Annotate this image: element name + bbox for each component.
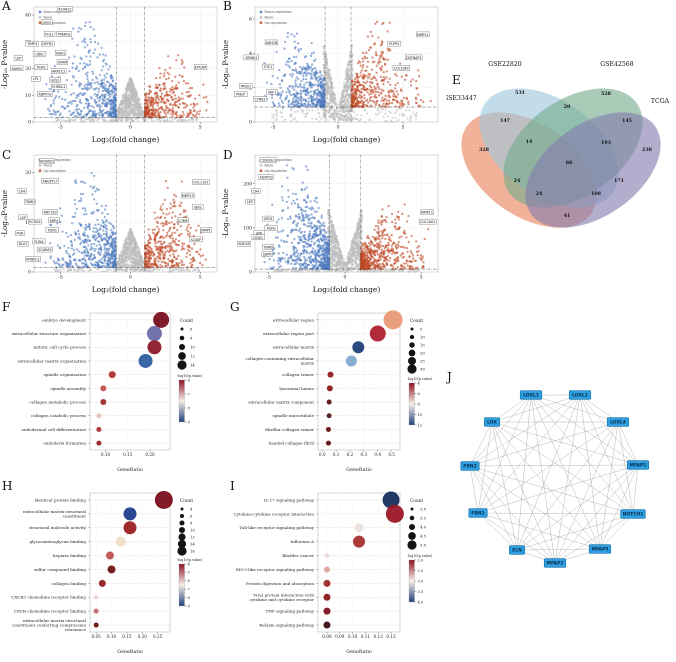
svg-text:ADIPOQ: ADIPOQ: [39, 93, 52, 97]
venn-diagram-panel-e: GSE22820 GSE42568 GSE33447 TCGA 531 528 20 147 1…: [446, 58, 676, 308]
svg-text:ADH1B: ADH1B: [266, 41, 278, 45]
svg-text:6: 6: [249, 17, 252, 23]
panel-letter-a: A: [2, 0, 11, 13]
svg-text:WIF1: WIF1: [268, 90, 276, 94]
dotplot-panel-i: 0.08 0.09 0.10 0.11 0.12 0.13 GeneRatio IL-17 s…: [228, 480, 458, 662]
svg-text:Up-regulation: Up-regulation: [44, 21, 66, 25]
svg-text:EPCAM: EPCAM: [195, 66, 207, 70]
svg-text:STC1: STC1: [264, 65, 272, 69]
svg-text:Log₂(fold change): Log₂(fold change): [313, 135, 381, 144]
svg-text:LEP: LEP: [15, 56, 21, 60]
svg-text:CTRB1: CTRB1: [255, 97, 266, 101]
svg-text:PLPP4: PLPP4: [389, 42, 399, 46]
svg-text:-Log₁₀ P-value: -Log₁₀ P-value: [1, 40, 9, 89]
svg-text:0: 0: [337, 125, 340, 131]
svg-text:CHRDL1: CHRDL1: [52, 85, 66, 89]
panel-letter-i: I: [230, 479, 235, 493]
svg-text:5: 5: [199, 125, 202, 131]
svg-text:0: 0: [129, 125, 132, 131]
svg-text:GPAM: GPAM: [58, 61, 68, 65]
svg-text:LPL: LPL: [33, 77, 39, 81]
dotplot-panel-f: 0.10 0.15 0.20 GeneRatio embryo development e…: [0, 300, 228, 480]
svg-text:Down-regulation: Down-regulation: [44, 10, 71, 14]
svg-text:G0S2: G0S2: [51, 78, 60, 82]
svg-text:AKR1C2: AKR1C2: [52, 70, 65, 74]
dotplot-panel-h: 0.05 0.10 0.15 0.20 0.25 GeneRatio identical p…: [0, 480, 228, 662]
panel-letter-c: C: [2, 148, 12, 162]
svg-text:-5: -5: [271, 125, 276, 131]
svg-text:10: 10: [25, 93, 31, 99]
svg-text:20: 20: [25, 66, 31, 72]
svg-text:-Log₁₀ P-value: -Log₁₀ P-value: [222, 40, 230, 89]
svg-text:CIDEC: CIDEC: [34, 52, 45, 56]
svg-text:DEFB1: DEFB1: [42, 42, 53, 46]
svg-text:PNLIP: PNLIP: [236, 93, 245, 97]
svg-text:Log₂(fold change): Log₂(fold change): [92, 135, 160, 144]
volcano-panel-c: 0 10 20 -5 0 5 Log₂(fold change) -Log₁₀P-value D…: [0, 148, 225, 298]
svg-text:COL10A1: COL10A1: [394, 66, 409, 70]
svg-text:TRARG1: TRARG1: [57, 32, 71, 36]
svg-text:4: 4: [249, 51, 252, 57]
svg-text:ACVR1C: ACVR1C: [58, 8, 72, 12]
svg-text:PRSS1: PRSS1: [241, 85, 252, 89]
panel-letter-e: E: [452, 73, 461, 87]
svg-text:CNTNAP2: CNTNAP2: [406, 56, 422, 60]
dotplot-panel-g: 0.0 0.1 0.2 0.3 0.4 0.5 GeneRatio extracellular…: [228, 300, 458, 480]
svg-text:0: 0: [28, 120, 31, 126]
svg-text:SPINK1: SPINK1: [245, 56, 257, 60]
enrichment-dotplot-G: 0.0 0.1 0.2 0.3 0.4 0.5GeneRatioextracellular…: [245, 310, 433, 473]
panel-letter-d: D: [223, 148, 233, 162]
svg-text:GPX3: GPX3: [42, 21, 51, 25]
panel-letter-h: H: [2, 479, 13, 493]
svg-text:Up-regulation: Up-regulation: [265, 21, 287, 25]
panel-letter-g: G: [230, 300, 240, 314]
svg-text:FHL1: FHL1: [45, 32, 53, 36]
svg-text:0: 0: [249, 120, 252, 126]
panel-letter-j: J: [447, 370, 452, 384]
panel-letter-b: B: [223, 0, 232, 13]
svg-text:MMP11: MMP11: [417, 33, 429, 37]
svg-text:PLIN1: PLIN1: [37, 66, 46, 70]
panel-letter-f: F: [2, 300, 11, 314]
svg-text:5: 5: [401, 125, 404, 131]
svg-text:40: 40: [25, 13, 31, 19]
svg-text:Down-regulation: Down-regulation: [265, 10, 292, 14]
volcano-panel-d: 0 100 200 -5 0 5 Log₂(fold change) -Log₁₀ P-val…: [221, 148, 446, 298]
svg-text:FABP4: FABP4: [12, 67, 22, 71]
svg-text:None: None: [44, 16, 53, 20]
svg-text:-5: -5: [58, 125, 63, 131]
svg-text:TIMP4: TIMP4: [26, 42, 37, 46]
ppi-network-panel-j: LOXL1 LOXL2 LOX LOXL4 FBN2 MFAP1 FBN1 NOTCH1 ELN…: [446, 370, 676, 585]
svg-text:HBA1: HBA1: [56, 51, 65, 55]
svg-text:None: None: [265, 16, 274, 20]
